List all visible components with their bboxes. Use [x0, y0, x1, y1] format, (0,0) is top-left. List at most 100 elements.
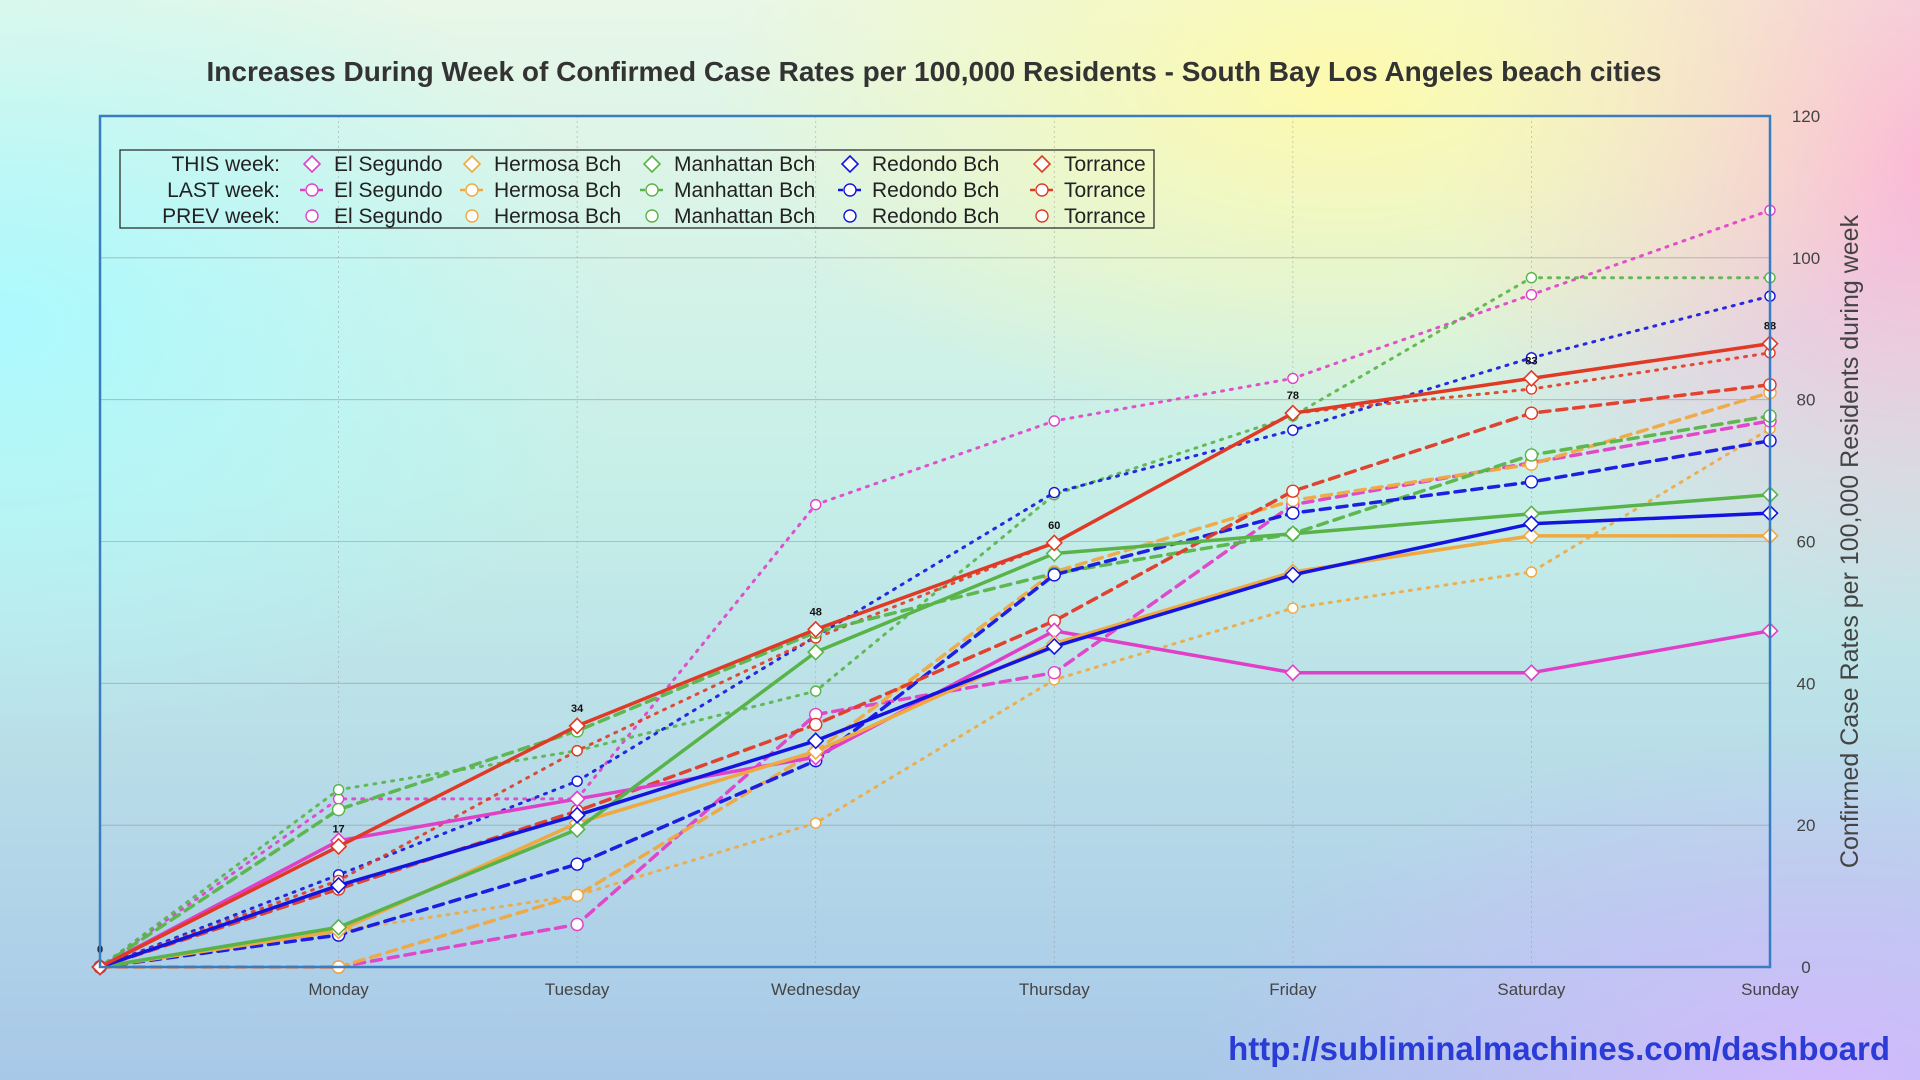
data-label: 78 [1287, 390, 1299, 402]
legend-marker [642, 154, 662, 174]
data-point-hermosa-bch-last [570, 888, 584, 903]
series-line-torrance-last [98, 383, 1772, 969]
data-point-torrance-this [1284, 404, 1302, 422]
legend-entry-label: Hermosa Bch [494, 153, 621, 176]
data-point-redondo-bch-this [807, 732, 825, 750]
legend: THIS week: El Segundo Hermosa Bch Manhattan… [119, 149, 1155, 229]
data-point-redondo-bch-prev [1287, 424, 1299, 436]
legend-entry-label: Redondo Bch [872, 153, 999, 176]
data-point-torrance-this [807, 620, 825, 639]
data-point-redondo-bch-last [570, 857, 584, 871]
data-point-hermosa-bch-prev [1287, 602, 1299, 614]
legend-entry-label: Torrance [1064, 205, 1146, 228]
axes: 0 20 40 60 80 100 120 Monday Tuesday Wednesday Thu… [98, 107, 1864, 999]
data-point-redondo-bch-last [1524, 475, 1539, 489]
series-line-redondo-bch-this [98, 511, 1772, 969]
legend-marker [1035, 183, 1049, 197]
legend-marker [465, 183, 479, 197]
data-label: 60 [1048, 520, 1060, 532]
data-point-el-segundo-this [1284, 664, 1302, 682]
x-tick-label: Wednesday [771, 980, 861, 999]
data-point-torrance-last [809, 717, 823, 732]
series-line-manhattan-bch-this [98, 492, 1772, 969]
data-point-manhattan-bch-prev [1525, 271, 1538, 284]
series-line-redondo-bch-last [98, 439, 1772, 969]
data-point-el-segundo-prev [1287, 372, 1299, 385]
footer-url-link[interactable]: http://subliminalmachines.com/dashboard [1228, 1030, 1890, 1067]
data-point-redondo-bch-this [329, 876, 348, 895]
legend-marker [302, 154, 322, 174]
data-point-el-segundo-this [1522, 664, 1541, 682]
data-point-redondo-bch-last [1047, 568, 1061, 582]
y-tick-label: 60 [1797, 533, 1816, 552]
data-point-el-segundo-this [568, 790, 586, 808]
data-point-torrance-this [568, 717, 586, 735]
legend-marker [843, 183, 857, 197]
legend-entry-label: El Segundo [334, 153, 443, 176]
series-line-el-segundo-prev [98, 208, 1772, 969]
legend-marker [462, 154, 482, 174]
data-point-manhattan-bch-last [331, 802, 346, 817]
data-label: 17 [332, 823, 344, 835]
legend-marker [305, 183, 319, 197]
x-tick-label: Monday [308, 980, 369, 999]
y-axis-label: Confirmed Case Rates per 100,000 Residen… [1836, 214, 1864, 868]
data-point-redondo-bch-prev [1048, 486, 1060, 499]
data-point-hermosa-bch-prev [1525, 566, 1538, 578]
legend-marker [645, 209, 659, 223]
data-point-el-segundo-prev [332, 793, 345, 805]
data-point-manhattan-bch-this [1284, 525, 1302, 543]
y-tick-label: 100 [1792, 249, 1820, 268]
data-label: 48 [810, 606, 822, 618]
chart-title: Increases During Week of Confirmed Case … [206, 56, 1662, 87]
series-line-hermosa-bch-last [98, 390, 1772, 969]
y-tick-label: 0 [1801, 958, 1810, 977]
data-point-manhattan-bch-prev [810, 685, 822, 697]
series-line-hermosa-bch-this [98, 534, 1772, 969]
y-tick-label: 40 [1797, 674, 1816, 693]
x-tick-label: Saturday [1497, 980, 1566, 999]
legend-marker [843, 209, 857, 223]
x-tick-label: Sunday [1741, 980, 1799, 999]
data-point-hermosa-bch-this [1522, 527, 1541, 545]
series-line-el-segundo-this [98, 629, 1772, 969]
data-point-el-segundo-prev [1048, 415, 1060, 427]
data-point-manhattan-bch-this [329, 918, 348, 936]
data-point-el-segundo-last [1047, 665, 1061, 680]
x-tick-label: Friday [1269, 980, 1317, 999]
legend-marker [1035, 209, 1049, 223]
legend-marker [465, 209, 479, 223]
legend-marker [1032, 154, 1052, 174]
legend-row-label: PREV week: [162, 205, 280, 228]
x-tick-label: Thursday [1019, 980, 1090, 999]
legend-entry-label: Hermosa Bch [494, 205, 621, 228]
data-point-redondo-bch-prev [571, 775, 583, 787]
legend-entry-label: Manhattan Bch [674, 153, 815, 176]
legend-marker [645, 183, 659, 197]
data-point-redondo-bch-last [1286, 506, 1300, 520]
data-label: 83 [1525, 355, 1537, 367]
data-point-el-segundo-prev [1525, 289, 1538, 301]
legend-entry-label: Hermosa Bch [494, 179, 621, 202]
data-point-redondo-bch-this [1522, 515, 1541, 533]
data-point-manhattan-bch-this [1045, 544, 1063, 563]
legend-entry-label: Torrance [1064, 153, 1146, 176]
series-lines [91, 204, 1779, 976]
legend-marker [305, 209, 319, 223]
data-point-manhattan-bch-prev [332, 784, 345, 796]
data-point-redondo-bch-this [1045, 637, 1063, 656]
legend-row-label: THIS week: [171, 153, 280, 176]
data-point-redondo-bch-prev [1525, 352, 1538, 364]
y-tick-label: 120 [1792, 107, 1820, 126]
x-tick-label: Tuesday [545, 980, 610, 999]
series-line-torrance-this [98, 341, 1772, 969]
data-label: 34 [571, 703, 584, 715]
data-point-redondo-bch-this [568, 806, 586, 824]
data-point-manhattan-bch-this [568, 820, 586, 839]
legend-row-label: LAST week: [167, 179, 280, 202]
data-point-hermosa-bch-this [807, 742, 825, 761]
legend-entry-label: El Segundo [334, 179, 443, 202]
data-point-torrance-this [1522, 369, 1541, 388]
